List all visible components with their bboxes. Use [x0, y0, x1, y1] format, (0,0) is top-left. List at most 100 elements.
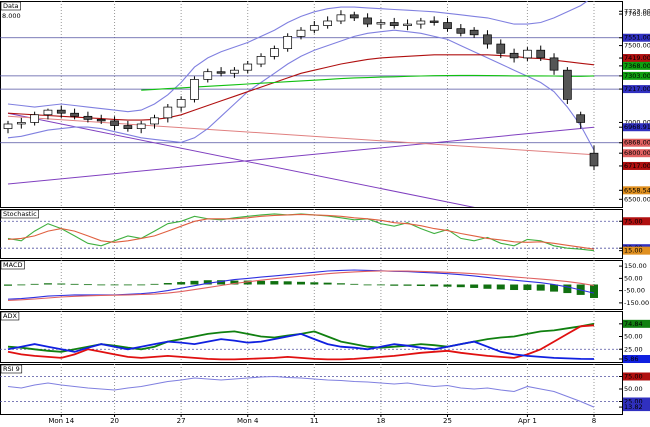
histogram-bar	[217, 280, 226, 285]
histogram-bar	[443, 284, 452, 287]
y-tick-box	[623, 138, 650, 147]
y-tick-label: 6558.54	[624, 186, 650, 194]
candle-body	[376, 22, 386, 25]
histogram-bar	[163, 283, 172, 285]
candle-body	[16, 122, 26, 125]
panel-frame	[0, 209, 623, 259]
candle-body	[309, 25, 319, 31]
histogram-bar	[430, 284, 439, 287]
y-tick-label: 6500.00	[624, 195, 650, 203]
candle-body	[43, 109, 53, 116]
y-tick-box	[623, 85, 650, 94]
histogram-bar	[470, 284, 479, 288]
series-line	[7, 375, 595, 408]
y-tick-box	[623, 33, 650, 42]
histogram-bar	[230, 280, 239, 285]
histogram-bar	[297, 281, 305, 285]
candle-body	[363, 17, 372, 25]
panel-subtitle: 8.000	[2, 12, 21, 20]
candle-body	[110, 120, 119, 126]
y-tick-box	[623, 61, 650, 70]
y-tick-label: 6868.00	[624, 139, 650, 147]
y-tick-label: 7500.00	[624, 42, 650, 50]
y-tick-label: 74.84	[624, 320, 643, 328]
histogram-bar	[123, 284, 132, 286]
candle-body	[296, 29, 306, 37]
histogram-bar	[456, 284, 465, 288]
y-tick-box	[623, 54, 650, 63]
y-tick-box	[623, 319, 650, 328]
candle-body	[70, 112, 79, 117]
trend-line	[7, 115, 595, 156]
candle-body	[150, 117, 159, 125]
series-line	[7, 54, 595, 121]
y-tick-label: 5.86	[624, 355, 638, 363]
candle-body	[589, 152, 599, 167]
y-tick-label: 7723.00	[624, 7, 650, 15]
histogram-bar	[590, 284, 598, 298]
histogram-bar	[17, 284, 26, 286]
candle-body	[523, 49, 532, 59]
y-tick-box	[623, 186, 650, 195]
y-tick-box	[623, 246, 650, 255]
x-tick-label: 11	[310, 417, 319, 425]
histogram-bar	[270, 281, 279, 285]
trend-line	[7, 126, 595, 185]
panel-title: Stochastic	[3, 210, 37, 218]
y-tick-label: 25.00	[624, 398, 643, 406]
candle-body	[429, 20, 439, 23]
x-tick-label: 8	[592, 417, 596, 425]
y-tick-label: 7551.00	[624, 34, 650, 42]
candle-body	[563, 69, 572, 100]
candle-body	[483, 34, 492, 45]
candle-body	[83, 115, 93, 120]
series-line	[7, 332, 595, 360]
candle-body	[496, 43, 506, 54]
candle-body	[443, 22, 452, 30]
histogram-bar	[536, 284, 545, 291]
panel-plot	[0, 364, 622, 414]
histogram-bar	[496, 284, 505, 290]
candle-body	[123, 125, 133, 129]
panel-plot	[4, 260, 598, 309]
candle-body	[163, 106, 173, 119]
y-tick-box	[623, 149, 650, 158]
panel-title: MACD	[3, 261, 22, 269]
y-tick-label: 7000.00	[624, 118, 650, 126]
panel-plot	[0, 1, 622, 207]
x-tick-label: 27	[177, 417, 186, 425]
panel-plot	[0, 209, 622, 258]
x-tick-label: Apr 1	[518, 417, 537, 425]
histogram-bar	[257, 280, 266, 285]
y-tick-label: -150.00	[624, 299, 649, 307]
histogram-bar	[110, 284, 119, 286]
histogram-bar	[390, 284, 399, 286]
x-tick-label: 18	[376, 417, 385, 425]
y-tick-label: 6968.91	[624, 123, 650, 131]
y-tick-label: 7368.00	[624, 62, 650, 70]
y-tick-label: 7705.00	[624, 10, 650, 18]
candle-body	[323, 20, 332, 26]
y-tick-label: 25.00	[624, 345, 643, 353]
panel-frame	[0, 311, 623, 363]
histogram-bar	[376, 284, 385, 286]
candle-body	[30, 114, 39, 123]
candle-body	[549, 57, 559, 71]
candle-body	[136, 123, 146, 129]
series-line	[7, 324, 595, 361]
candle-body	[416, 20, 426, 25]
candle-body	[243, 63, 253, 71]
candle-body	[96, 119, 106, 122]
histogram-bar	[243, 280, 252, 285]
candle-body	[270, 48, 279, 57]
candle-body	[349, 14, 359, 19]
candle-body	[576, 114, 586, 123]
y-tick-box	[623, 355, 650, 364]
x-tick-label: Mon 14	[48, 417, 74, 425]
histogram-bar	[363, 284, 372, 286]
histogram-bar	[57, 283, 66, 285]
histogram-bar	[416, 284, 425, 286]
y-tick-label: 75.00	[624, 217, 643, 225]
panel-title: RSI 9	[3, 365, 20, 373]
